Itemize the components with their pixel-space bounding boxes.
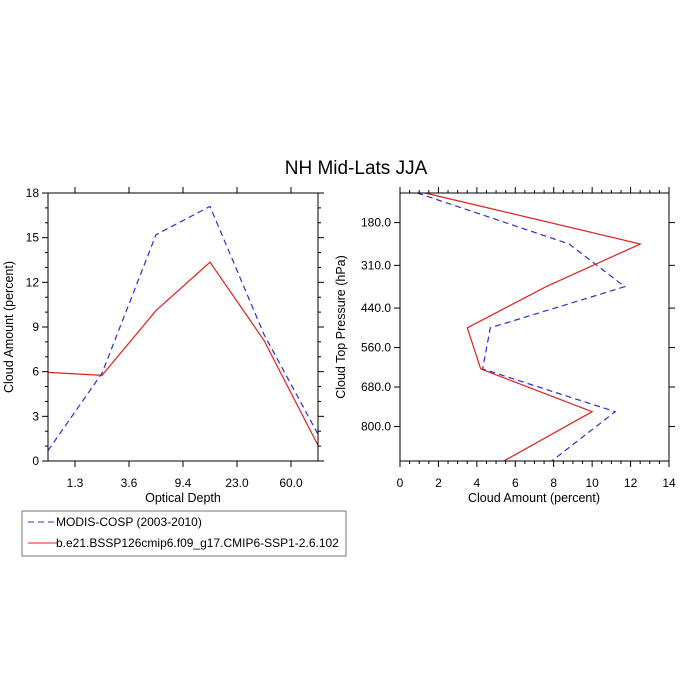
left-y-tick-label: 3 [32, 409, 39, 423]
legend: MODIS-COSP (2003-2010) b.e21.BSSP126cmip… [21, 510, 347, 557]
right-panel: 0 2 4 6 8 10 12 14 180.0 310.0 440.0 560.0 680.0 800.… [334, 187, 676, 505]
right-plot-frame [399, 192, 670, 462]
right-y-tick-label: 800.0 [361, 419, 391, 433]
legend-label-model: b.e21.BSSP126cmip6.f09_g17.CMIP6-SSP1-2.… [56, 536, 339, 550]
right-x-tick-label: 2 [435, 476, 442, 490]
right-x-tick-label: 0 [397, 476, 404, 490]
right-x-axis-label: Cloud Amount (percent) [468, 491, 600, 505]
left-panel: 0 3 6 9 12 15 18 1.3 3.6 9.4 23.0 60.0 Optical Dept… [2, 186, 324, 505]
right-y-tick-label: 560.0 [361, 341, 391, 355]
right-x-tick-label: 4 [474, 476, 481, 490]
right-tick-labels: 0 2 4 6 8 10 12 14 180.0 310.0 440.0 560.0 680.0 800.… [361, 216, 676, 490]
left-series-line-obs [47, 205, 319, 451]
left-x-axis-label: Optical Depth [145, 491, 221, 505]
left-y-tick-label: 6 [32, 365, 39, 379]
left-y-tick-label: 18 [26, 186, 40, 200]
right-series-line-obs [417, 192, 627, 462]
left-y-axis-label: Cloud Amount (percent) [2, 261, 16, 393]
left-tick-labels: 0 3 6 9 12 15 18 1.3 3.6 9.4 23.0 60.0 [26, 186, 303, 490]
right-y-tick-label: 440.0 [361, 301, 391, 315]
right-y-tick-label: 180.0 [361, 216, 391, 230]
legend-box [21, 510, 347, 557]
chart-title: NH Mid-Lats JJA [285, 158, 428, 179]
left-y-tick-label: 0 [32, 454, 39, 468]
left-x-tick-label: 9.4 [175, 476, 192, 490]
right-y-tick-label: 310.0 [361, 258, 391, 272]
right-x-tick-label: 8 [550, 476, 557, 490]
left-x-tick-label: 23.0 [225, 476, 249, 490]
left-plot-frame [47, 192, 319, 462]
right-series-line-model [424, 192, 643, 462]
left-y-tick-label: 9 [32, 320, 39, 334]
right-x-tick-label: 6 [512, 476, 519, 490]
right-y-tick-label: 680.0 [361, 380, 391, 394]
left-x-tick-label: 3.6 [121, 476, 138, 490]
left-y-tick-label: 15 [26, 231, 40, 245]
left-y-tick-label: 12 [26, 275, 40, 289]
left-x-tick-label: 1.3 [67, 476, 84, 490]
left-ticks [42, 187, 324, 467]
right-x-tick-label: 12 [624, 476, 638, 490]
right-y-axis-label: Cloud Top Pressure (hPa) [334, 255, 348, 399]
left-series-line-model [47, 261, 319, 446]
right-x-tick-label: 10 [585, 476, 599, 490]
right-series [417, 192, 643, 462]
right-ticks [394, 187, 675, 467]
legend-label-obs: MODIS-COSP (2003-2010) [56, 515, 202, 529]
left-series [47, 205, 319, 451]
right-x-tick-label: 14 [662, 476, 676, 490]
left-x-tick-label: 60.0 [279, 476, 303, 490]
